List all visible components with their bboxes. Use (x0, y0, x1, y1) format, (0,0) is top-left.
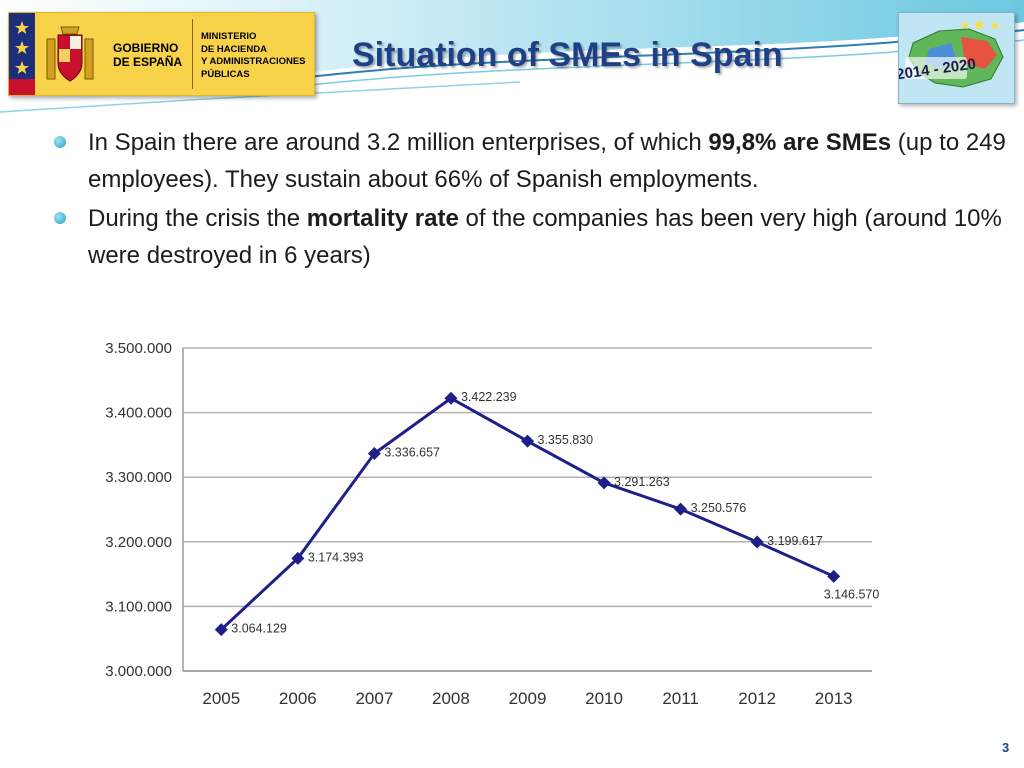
data-label: 3.146.570 (824, 587, 880, 601)
bullet-dot-icon (54, 212, 66, 224)
ministry-name: MINISTERIO DE HACIENDA Y ADMINISTRACIONE… (201, 31, 306, 81)
y-tick-label: 3.000.000 (105, 663, 172, 680)
coat-of-arms-icon (46, 26, 94, 82)
bullet-text: In Spain there are around 3.2 million en… (88, 129, 709, 156)
data-point-marker (597, 476, 611, 490)
gov-line-2: DE ESPAÑA (113, 55, 183, 69)
x-tick-label: 2009 (509, 689, 547, 708)
y-tick-label: 3.400.000 (105, 405, 172, 422)
y-tick-label: 3.500.000 (105, 340, 172, 357)
data-point-marker (750, 535, 764, 549)
data-label: 3.199.617 (767, 534, 823, 548)
y-tick-label: 3.200.000 (105, 534, 172, 551)
ministry-line-4: PÚBLICAS (201, 68, 250, 80)
data-point-marker (827, 569, 841, 583)
bullet-item-enterprises: In Spain there are around 3.2 million en… (48, 124, 1008, 198)
data-point-marker (367, 447, 381, 461)
data-point-marker (214, 623, 228, 637)
enterprises-line-chart: 3.000.000 3.100.000 3.200.000 3.300.000 3.40… (105, 340, 880, 708)
data-point-marker (444, 391, 458, 405)
x-tick-label: 2011 (662, 689, 699, 708)
x-tick-label: 2008 (432, 689, 470, 708)
bullet-item-mortality: During the crisis the mortality rate of … (48, 200, 1008, 274)
ministry-line-3: Y ADMINISTRACIONES (201, 56, 306, 67)
ministry-line-1: MINISTERIO (201, 31, 257, 42)
data-point-marker (674, 502, 688, 516)
ministry-line-2: DE HACIENDA (201, 43, 267, 55)
programme-logo: 2014 - 2020 (895, 12, 1015, 104)
x-tick-label: 2006 (279, 689, 317, 708)
data-label: 3.355.830 (538, 433, 594, 447)
government-logo: GOBIERNO DE ESPAÑA MINISTERIO DE HACIEND… (8, 12, 315, 96)
data-label: 3.064.129 (231, 622, 287, 636)
x-tick-label: 2012 (738, 689, 776, 708)
bullet-text: (up to 249 employees). They sustain abou… (88, 129, 1006, 193)
flag-strip (9, 13, 35, 95)
x-tick-label: 2007 (355, 689, 393, 708)
bullet-list: In Spain there are around 3.2 million en… (48, 124, 1008, 276)
data-label: 3.291.263 (614, 475, 670, 489)
spain-map-icon: 2014 - 2020 (895, 19, 1004, 88)
x-tick-label: 2005 (202, 689, 240, 708)
bullet-text: During the crisis the (88, 205, 307, 232)
x-tick-label: 2013 (815, 689, 853, 708)
bullet-emphasis: 99,8% are SMEs (708, 129, 892, 156)
page-number: 3 (1002, 740, 1010, 755)
data-point-marker (291, 551, 305, 565)
y-tick-label: 3.100.000 (105, 598, 172, 615)
bullet-text: of the companies has been very high (aro… (88, 205, 1002, 269)
gov-line-1: GOBIERNO (113, 41, 179, 55)
data-label: 3.422.239 (461, 390, 517, 404)
data-label: 3.336.657 (384, 446, 440, 460)
slide-title: Situation of SMEs in Spain (352, 36, 783, 74)
data-label: 3.250.576 (691, 501, 747, 515)
bullet-dot-icon (54, 136, 66, 148)
bullet-emphasis: mortality rate (306, 205, 459, 232)
logo-divider (192, 19, 193, 89)
x-tick-label: 2010 (585, 689, 623, 708)
data-point-marker (521, 434, 534, 448)
government-name: GOBIERNO DE ESPAÑA (113, 41, 182, 69)
data-label: 3.174.393 (308, 550, 364, 564)
y-tick-label: 3.300.000 (105, 469, 172, 486)
